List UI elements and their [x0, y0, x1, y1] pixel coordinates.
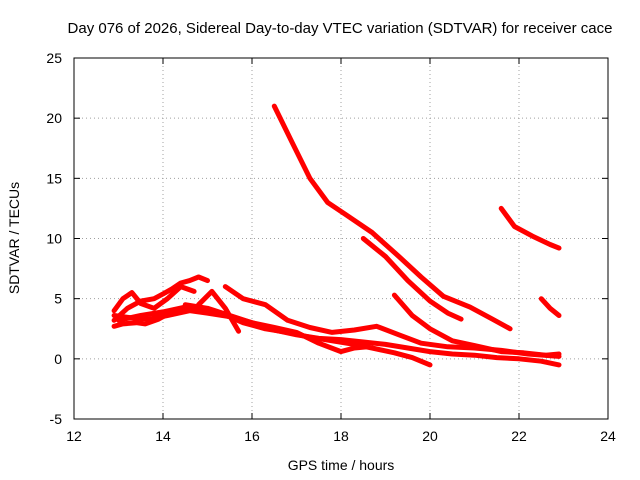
series-trace-10: [111, 274, 210, 323]
series-trace-7: [182, 302, 562, 368]
series-trace-12: [111, 304, 188, 329]
axis-ticks: 12 14 16 18 20 22 24 -5 0 5 10 15 20 25: [46, 50, 616, 444]
y-tick-label: 5: [54, 291, 62, 307]
x-tick-label: 18: [333, 428, 349, 444]
series-trace-11: [111, 284, 197, 314]
series-trace-14: [111, 308, 233, 322]
y-tick-label: 10: [46, 231, 62, 247]
x-tick-label: 14: [155, 428, 171, 444]
series-trace-1: [271, 103, 513, 332]
x-tick-label: 16: [244, 428, 260, 444]
x-tick-label: 12: [66, 428, 82, 444]
y-tick-label: 25: [46, 50, 62, 66]
series-trace-3: [498, 205, 562, 251]
x-tick-label: 22: [511, 428, 527, 444]
series-group: [111, 103, 562, 368]
chart-title: Day 076 of 2026, Sidereal Day-to-day VTE…: [68, 20, 613, 37]
series-trace-4: [538, 296, 562, 318]
series-trace-13: [196, 288, 242, 334]
series-trace-9: [116, 304, 371, 355]
x-tick-label: 24: [600, 428, 616, 444]
y-tick-label: -5: [50, 411, 63, 427]
y-tick-label: 20: [46, 110, 62, 126]
x-axis-label: GPS time / hours: [288, 457, 395, 473]
y-tick-label: 15: [46, 170, 62, 186]
x-tick-label: 20: [422, 428, 438, 444]
y-tick-label: 0: [54, 351, 62, 367]
series-trace-6: [222, 284, 562, 359]
grid: [74, 58, 608, 419]
series-trace-2: [360, 236, 464, 322]
y-axis-label: SDTVAR / TECUs: [6, 182, 22, 294]
